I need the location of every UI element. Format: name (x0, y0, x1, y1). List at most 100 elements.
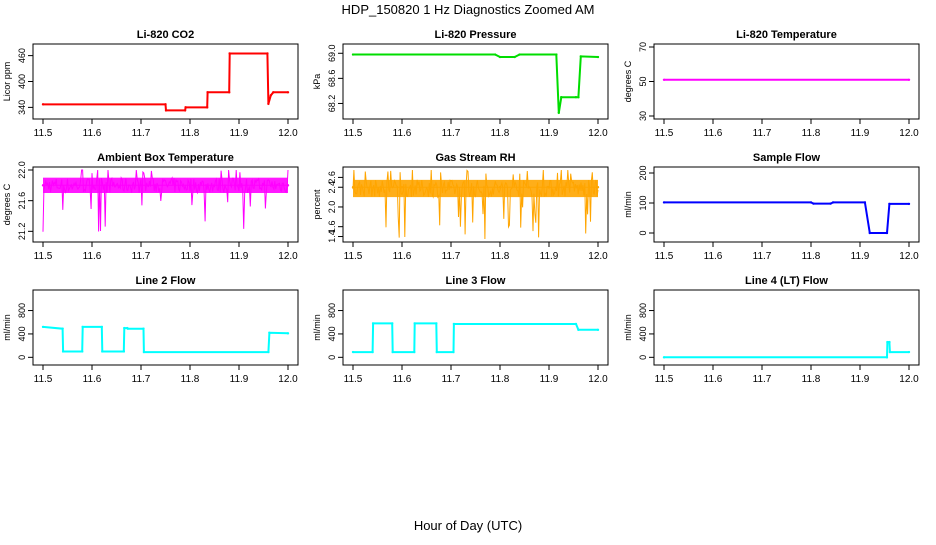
plot-frame (342, 289, 609, 366)
data-point (885, 356, 889, 359)
x-tick-label: 11.7 (442, 251, 461, 262)
data-line (353, 53, 599, 114)
panel-3: Li-820 Temperature 11.5 11.6 11.7 11.8 11.9 12… (623, 29, 920, 139)
y-tick-label: 400 (327, 326, 337, 341)
x-tick-label: 11.7 (442, 374, 461, 385)
figure-title: HDP_150820 1 Hz Diagnostics Zoomed AM (341, 2, 595, 17)
panel-title: Li-820 CO2 (137, 29, 194, 41)
x-tick-label: 12.0 (278, 251, 298, 262)
data-point (228, 91, 231, 94)
x-tick-label: 11.9 (851, 128, 870, 139)
data-point (413, 322, 416, 325)
y-axis-label: ml/min (2, 314, 12, 341)
data-point (267, 350, 270, 354)
x-tick-label: 11.9 (851, 251, 870, 262)
data-point (413, 350, 416, 354)
data-point (90, 184, 94, 187)
panel-title: Li-820 Temperature (736, 29, 837, 41)
x-tick-label: 11.7 (753, 374, 772, 385)
data-point (272, 91, 275, 94)
x-tick-label: 11.8 (181, 374, 200, 385)
data-point (809, 201, 813, 204)
y-axis-label: percent (312, 189, 322, 220)
y-tick-label: 30 (638, 111, 648, 121)
y-tick-label: 0 (17, 355, 27, 360)
panel-8: Line 3 Flow 11.5 11.6 11.7 11.8 11.9 12.0 0 400 8… (312, 275, 609, 385)
data-point (662, 78, 666, 81)
data-point (351, 350, 355, 354)
data-point (662, 201, 666, 204)
data-point (164, 103, 167, 106)
y-tick-label: 100 (638, 195, 648, 210)
panel-title: Li-820 Pressure (435, 29, 517, 41)
y-axis-label: ml/min (623, 191, 633, 218)
data-point (164, 109, 168, 112)
x-tick-label: 11.9 (851, 374, 870, 385)
panel-6: Sample Flow 11.5 11.6 11.7 11.8 11.9 12.0 0 100 2… (623, 152, 920, 262)
y-tick-label: 400 (17, 326, 27, 341)
x-tick-label: 11.5 (655, 374, 674, 385)
x-tick-label: 11.7 (132, 128, 151, 139)
y-tick-label: 2.4 (327, 181, 337, 194)
x-tick-label: 12.0 (588, 251, 608, 262)
y-tick-label: 0 (327, 355, 337, 360)
data-point (888, 350, 892, 354)
data-point (267, 102, 270, 106)
data-point (577, 328, 580, 332)
data-point (41, 325, 45, 329)
y-tick-label: 460 (17, 48, 27, 63)
data-point (557, 111, 560, 115)
x-tick-label: 11.6 (83, 374, 102, 385)
data-point (41, 103, 45, 106)
data-point (831, 201, 835, 204)
data-point (122, 350, 126, 353)
x-tick-label: 12.0 (899, 128, 919, 139)
x-tick-label: 11.8 (181, 128, 200, 139)
panel-title: Line 4 (LT) Flow (745, 275, 828, 287)
data-point (560, 95, 563, 99)
data-point (907, 202, 911, 206)
x-tick-label: 11.6 (393, 128, 412, 139)
y-tick-label: 69.0 (327, 45, 337, 63)
plot-frame (653, 289, 920, 366)
data-point (577, 95, 580, 99)
panel-title: Ambient Box Temperature (97, 152, 234, 164)
data-point (81, 325, 84, 329)
data-point (81, 350, 84, 353)
data-point (391, 322, 394, 325)
data-point (579, 55, 583, 58)
data-point (41, 184, 45, 187)
data-point (100, 325, 104, 329)
panel-7: Line 2 Flow 11.5 11.6 11.7 11.8 11.9 12.0 0 400 8… (2, 275, 299, 385)
data-point (435, 350, 438, 354)
data-point (596, 55, 600, 59)
data-point (400, 186, 404, 189)
panel-4: Ambient Box Temperature 11.5 11.6 11.7 11.8 1… (2, 152, 299, 262)
data-point (513, 55, 516, 59)
y-tick-label: 1.4 (327, 230, 337, 243)
x-tick-label: 11.7 (753, 128, 772, 139)
data-point (142, 350, 146, 354)
x-tick-label: 11.5 (655, 251, 674, 262)
y-axis-label: ml/min (623, 314, 633, 341)
x-tick-label: 11.8 (491, 374, 510, 385)
x-tick-label: 11.6 (704, 374, 723, 385)
data-point (142, 327, 145, 330)
data-point (269, 94, 273, 97)
x-tick-label: 11.5 (344, 251, 363, 262)
data-point (863, 201, 867, 204)
y-axis-label: Licor ppm (2, 62, 12, 102)
data-point (662, 356, 666, 359)
y-tick-label: 800 (17, 303, 27, 318)
x-tick-label: 11.7 (442, 128, 461, 139)
y-tick-label: 21.6 (17, 192, 27, 210)
panel-title: Sample Flow (753, 152, 821, 164)
data-point (829, 202, 832, 205)
y-tick-label: 68.2 (327, 95, 337, 113)
data-point (268, 331, 271, 334)
data-point (61, 327, 64, 330)
x-tick-label: 11.6 (704, 128, 723, 139)
x-tick-label: 11.7 (132, 374, 151, 385)
x-tick-label: 11.8 (491, 128, 510, 139)
